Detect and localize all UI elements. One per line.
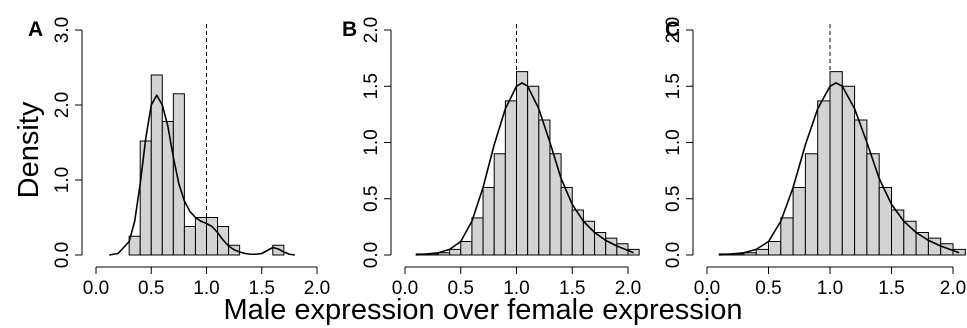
histogram-bar <box>768 241 782 256</box>
x-tick-label: 1.5 <box>878 278 904 299</box>
y-tick-label: 0.5 <box>663 186 684 212</box>
panel-c: 0.0 0.5 1.0 1.5 2.00.00.51.01.52.0C <box>663 17 966 299</box>
y-tick-label: 1.5 <box>361 73 382 99</box>
y-tick-label: 0.5 <box>361 186 382 212</box>
x-tick-label: 1.5 <box>559 278 585 299</box>
y-tick-label: 1.5 <box>663 73 684 99</box>
histogram-bar <box>183 226 196 256</box>
histogram-bar <box>841 85 856 256</box>
y-tick-label: 1.0 <box>361 129 382 155</box>
histogram-bar <box>854 119 868 256</box>
panel-letter: B <box>342 18 357 41</box>
histogram-bar <box>437 252 451 256</box>
x-tick-label: 1.0 <box>817 278 843 299</box>
histogram-bar <box>560 187 573 256</box>
y-tick-label: 1.0 <box>52 167 73 193</box>
histogram-bar <box>829 71 843 256</box>
x-tick-label: 2.0 <box>940 278 966 299</box>
y-axis-title: Density <box>13 101 45 198</box>
histogram-bar <box>471 217 484 256</box>
histogram-bar <box>817 100 831 256</box>
histogram-bar <box>538 119 551 256</box>
histogram-bar <box>866 153 880 256</box>
histogram-bar <box>128 235 141 256</box>
histogram-bar <box>780 217 794 256</box>
y-tick-label: 3.0 <box>52 17 73 43</box>
histogram-bar <box>804 153 819 256</box>
density-curve <box>719 82 960 256</box>
x-tick-label: 0.0 <box>694 278 720 299</box>
y-tick-label: 2.0 <box>663 17 684 43</box>
histogram-bar <box>161 121 174 256</box>
x-tick-label: 1.0 <box>193 278 219 299</box>
density-curve <box>416 82 634 256</box>
panel-b: 0.0 0.5 1.0 1.5 2.00.00.51.01.52.0B <box>342 17 641 299</box>
x-tick-label: 0.0 <box>83 278 109 299</box>
panel-a: 0.0 0.5 1.0 1.5 2.0 0.0 1.0 2.0 3.0 A <box>28 17 330 299</box>
x-tick-label: 0.0 <box>392 278 418 299</box>
x-tick-label: 0.5 <box>138 278 164 299</box>
x-tick-label: 0.5 <box>755 278 781 299</box>
histogram-bar <box>172 93 185 256</box>
y-tick-label: 0.0 <box>663 242 684 268</box>
x-axis-title: Male expression over female expression <box>223 294 742 326</box>
histogram-bar <box>449 248 462 256</box>
y-tick-label: 0.0 <box>52 242 73 268</box>
histogram-bar <box>139 140 152 256</box>
y-tick-label: 1.0 <box>663 129 684 155</box>
histogram-bar <box>743 252 757 256</box>
panel-letter: C <box>665 18 680 41</box>
x-tick-label: 1.0 <box>503 278 529 299</box>
histogram-bar <box>527 85 540 256</box>
panels: 0.0 0.5 1.0 1.5 2.0 0.0 1.0 2.0 3.0 A 0.0 0.5 1.0 1.5… <box>28 17 966 299</box>
histogram-bar <box>516 71 529 256</box>
histogram-bar <box>272 244 285 256</box>
x-tick-label: 2.0 <box>615 278 641 299</box>
histogram-bar <box>460 241 473 256</box>
histogram-bar <box>891 209 905 256</box>
x-tick-label: 1.5 <box>249 278 275 299</box>
histogram-bar <box>878 187 893 256</box>
histogram-bar <box>493 153 506 256</box>
panel-letter: A <box>28 18 43 41</box>
histogram-bar <box>482 187 495 256</box>
y-tick-label: 2.0 <box>361 17 382 43</box>
histogram-bar <box>755 248 770 256</box>
density-curve <box>109 94 296 256</box>
x-tick-label: 2.0 <box>304 278 330 299</box>
x-tick-label: 0.5 <box>448 278 474 299</box>
histogram-bar <box>504 100 518 256</box>
histogram-bar <box>792 187 806 256</box>
histogram-bar <box>549 153 562 256</box>
y-tick-label: 2.0 <box>52 92 73 118</box>
y-tick-label: 0.0 <box>361 242 382 268</box>
histogram-bar <box>571 209 584 256</box>
histogram-bar <box>206 217 219 256</box>
